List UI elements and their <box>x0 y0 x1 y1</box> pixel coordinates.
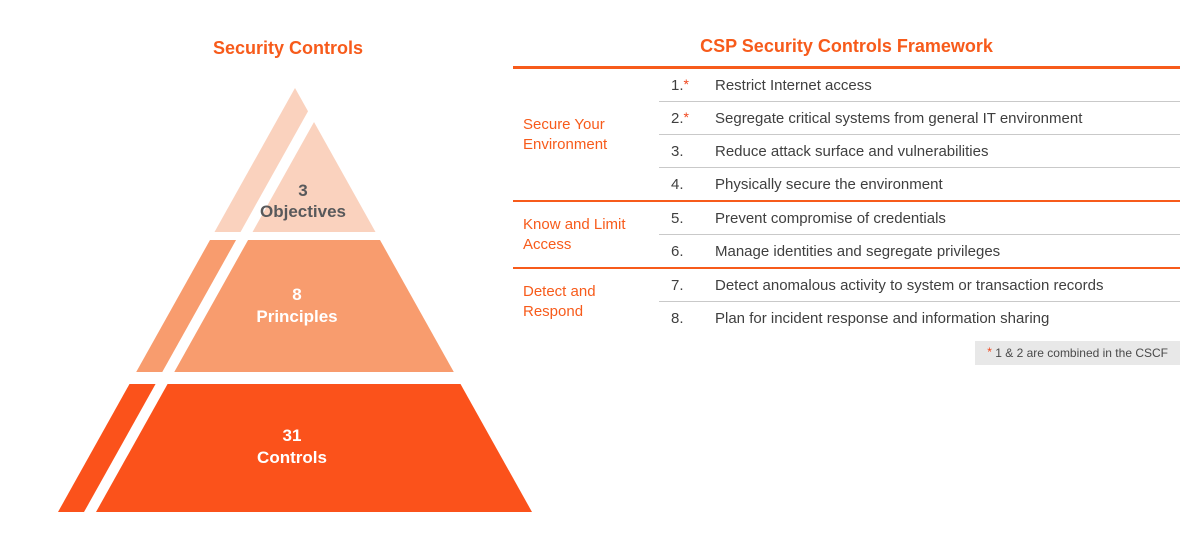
row-number: 2. <box>671 109 684 127</box>
row-text: Prevent compromise of credentials <box>715 209 946 227</box>
row-number: 7. <box>671 276 684 294</box>
tier-controls-shape <box>58 384 532 512</box>
security-controls-pyramid-panel: Security Controls 3 Objectives 8 Princip… <box>0 0 560 536</box>
row-number: 1. <box>671 76 684 94</box>
table-row: 8. Plan for incident response and inform… <box>659 301 1180 334</box>
table-row: 7. Detect anomalous activity to system o… <box>659 269 1180 301</box>
table-row: 2.* Segregate critical systems from gene… <box>659 101 1180 134</box>
category-label: Detect and Respond <box>523 283 596 320</box>
group-know-and-limit-access: Know and Limit Access 5. Prevent comprom… <box>513 202 1180 269</box>
row-text: Physically secure the environment <box>715 175 943 193</box>
table-row: 5. Prevent compromise of credentials <box>659 202 1180 234</box>
row-text: Reduce attack surface and vulnerabilitie… <box>715 142 989 160</box>
pyramid-title: Security Controls <box>212 38 364 58</box>
table-row: 1.* Restrict Internet access <box>659 69 1180 101</box>
tier-principles-count: 8 <box>292 285 301 304</box>
footnote-marker: * <box>987 345 992 359</box>
group-secure-your-environment: Secure Your Environment 1.* Restrict Int… <box>513 69 1180 202</box>
row-number: 6. <box>671 242 684 260</box>
row-number: 5. <box>671 209 684 227</box>
footnote-marker: * <box>683 108 689 125</box>
tier-controls-count: 31 <box>283 426 302 445</box>
row-number: 8. <box>671 309 684 327</box>
pyramid-graphic: 3 Objectives 8 Principles 31 Controls <box>58 80 532 536</box>
row-text: Restrict Internet access <box>715 76 872 94</box>
cscf-framework-panel: CSP Security Controls Framework Secure Y… <box>513 36 1180 365</box>
tier-objectives-count: 3 <box>298 181 307 200</box>
category-label: Secure Your Environment <box>523 116 608 153</box>
tier-objectives-label: Objectives <box>260 202 346 221</box>
table-row: 3. Reduce attack surface and vulnerabili… <box>659 134 1180 167</box>
group-detect-and-respond: Detect and Respond 7. Detect anomalous a… <box>513 269 1180 334</box>
tier-objectives-shape <box>214 88 376 232</box>
footnote: * 1 & 2 are combined in the CSCF <box>975 341 1180 365</box>
footnote-text: 1 & 2 are combined in the CSCF <box>995 346 1168 360</box>
row-text: Detect anomalous activity to system or t… <box>715 276 1104 294</box>
row-text: Segregate critical systems from general … <box>715 109 1083 127</box>
tier-principles-label: Principles <box>256 307 337 326</box>
framework-table: Secure Your Environment 1.* Restrict Int… <box>513 66 1180 334</box>
row-number: 4. <box>671 175 684 193</box>
pyramid-diagonal-gap <box>70 80 338 536</box>
category-label: Know and Limit Access <box>523 216 626 253</box>
tier-principles-shape <box>136 240 454 372</box>
row-number: 3. <box>671 142 684 160</box>
table-row: 6. Manage identities and segregate privi… <box>659 234 1180 267</box>
tier-controls-label: Controls <box>257 448 327 467</box>
row-text: Manage identities and segregate privileg… <box>715 242 1001 260</box>
footnote-marker: * <box>683 75 689 92</box>
framework-title: CSP Security Controls Framework <box>700 36 993 56</box>
row-text: Plan for incident response and informati… <box>715 309 1050 327</box>
table-row: 4. Physically secure the environment <box>659 167 1180 200</box>
